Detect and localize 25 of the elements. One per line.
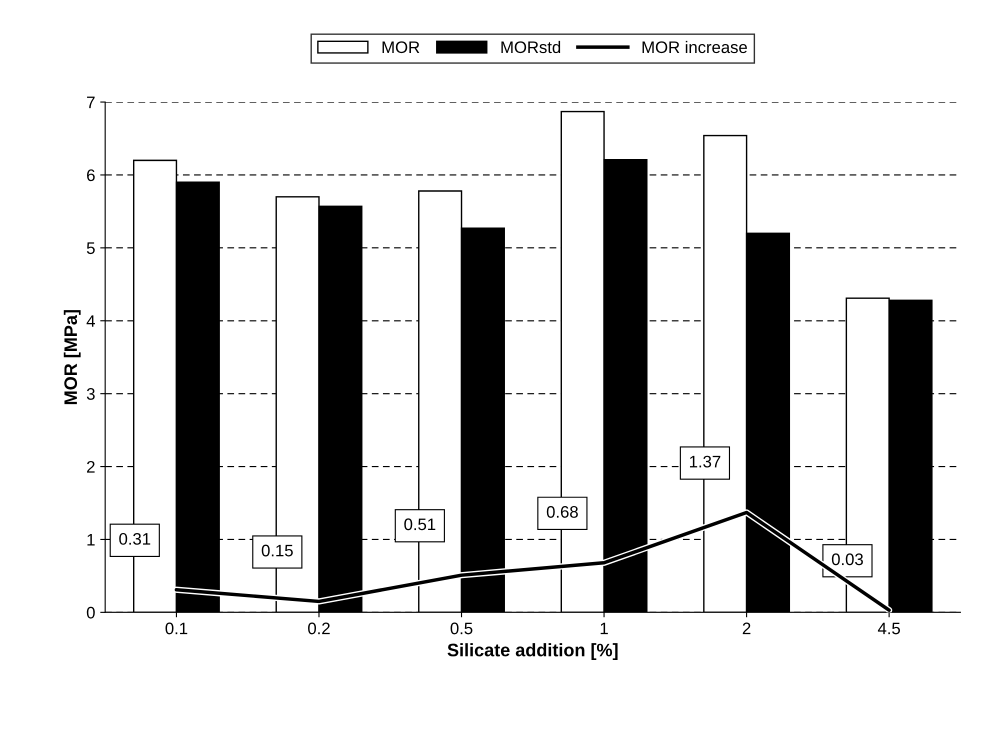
- y-tick-label: 0: [86, 606, 95, 619]
- y-tick-label: 6: [87, 169, 95, 182]
- data-label: 0.51: [404, 518, 436, 530]
- y-tick-label: 4: [86, 315, 95, 327]
- x-tick-label: 0.2: [308, 622, 330, 634]
- y-tick-label: 5: [86, 242, 95, 254]
- legend-label: MOR increase: [642, 40, 747, 54]
- legend-label: MORstd: [501, 40, 560, 54]
- data-label: 0.15: [262, 544, 293, 556]
- x-tick-label: 1: [600, 622, 608, 634]
- legend-label: MOR: [382, 41, 420, 54]
- y-tick-label: 7: [87, 96, 95, 108]
- x-axis-title: Silicate addition [%]: [448, 643, 618, 660]
- y-tick-label: 2: [87, 460, 95, 473]
- y-tick-label: 1: [87, 534, 95, 546]
- x-tick-label: 0.5: [450, 622, 472, 634]
- x-tick-label: 4.5: [878, 622, 900, 634]
- x-tick-label: 2: [742, 622, 750, 634]
- data-label: 1.37: [690, 456, 720, 468]
- data-label: 0.31: [119, 533, 150, 545]
- y-tick-label: 3: [86, 388, 95, 400]
- data-label: 0.68: [546, 506, 578, 518]
- x-tick-label: 0.1: [166, 622, 188, 634]
- y-axis-title: MOR [MPa]: [64, 310, 81, 404]
- data-label: 0.03: [832, 553, 863, 566]
